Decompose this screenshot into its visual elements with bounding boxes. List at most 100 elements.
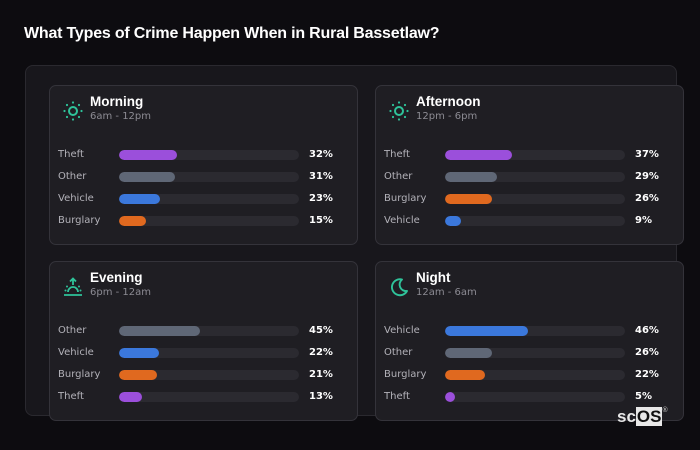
bar-fill [119, 150, 177, 160]
bar-percent: 15% [309, 215, 333, 226]
bar-label: Vehicle [58, 193, 94, 204]
bar-fill [119, 194, 161, 204]
bar-row-burglary: Burglary 21% [58, 368, 353, 382]
card-morning: Morning 6am - 12pm Theft 32% Other 31% Vehicle… [49, 85, 358, 245]
card-time-range: 6am - 12pm [90, 111, 152, 122]
bar-track [445, 172, 625, 182]
bar-label: Theft [384, 391, 410, 402]
bar-row-burglary: Burglary 26% [384, 192, 679, 206]
bar-fill [119, 348, 159, 358]
bar-track [445, 326, 625, 336]
bar-track [445, 392, 625, 402]
bar-label: Vehicle [384, 215, 420, 226]
bar-label: Other [58, 325, 87, 336]
bar-percent: 9% [635, 215, 652, 226]
bar-row-vehicle: Vehicle 46% [384, 324, 679, 338]
bar-fill [445, 194, 492, 204]
bar-row-burglary: Burglary 22% [384, 368, 679, 382]
bar-percent: 37% [635, 149, 659, 160]
moon-icon [388, 276, 410, 298]
bar-fill [445, 172, 498, 182]
card-title: Evening [90, 270, 143, 285]
bar-row-theft: Theft 13% [58, 390, 353, 404]
card-title: Morning [90, 94, 144, 109]
bar-track [119, 216, 299, 226]
bar-fill [119, 392, 143, 402]
logo-sc: sc [617, 407, 636, 426]
bar-track [119, 370, 299, 380]
bar-row-vehicle: Vehicle 22% [58, 346, 353, 360]
bar-row-burglary: Burglary 15% [58, 214, 353, 228]
bar-percent: 21% [309, 369, 333, 380]
bar-row-theft: Theft 32% [58, 148, 353, 162]
bar-percent: 23% [309, 193, 333, 204]
bar-row-other: Other 31% [58, 170, 353, 184]
bar-label: Theft [58, 391, 84, 402]
bar-label: Burglary [58, 215, 101, 226]
bar-fill [119, 216, 146, 226]
bar-percent: 31% [309, 171, 333, 182]
card-night: Night 12am - 6am Vehicle 46% Other 26% Burglar… [375, 261, 684, 421]
page-title: What Types of Crime Happen When in Rural… [24, 25, 440, 42]
card-evening: Evening 6pm - 12am Other 45% Vehicle 22% Burgl… [49, 261, 358, 421]
bar-row-other: Other 26% [384, 346, 679, 360]
bar-track [445, 370, 625, 380]
card-time-range: 12pm - 6pm [416, 111, 478, 122]
bar-label: Other [384, 171, 413, 182]
card-time-range: 6pm - 12am [90, 287, 152, 298]
bar-fill [445, 370, 485, 380]
bar-track [445, 194, 625, 204]
bar-track [119, 172, 299, 182]
card-time-range: 12am - 6am [416, 287, 477, 298]
bar-label: Vehicle [384, 325, 420, 336]
bar-fill [445, 216, 462, 226]
bar-fill [119, 370, 157, 380]
bar-label: Other [384, 347, 413, 358]
bar-percent: 29% [635, 171, 659, 182]
bar-track [119, 392, 299, 402]
bar-label: Other [58, 171, 87, 182]
bar-fill [119, 326, 200, 336]
bar-row-other: Other 45% [58, 324, 353, 338]
bar-track [445, 216, 625, 226]
bar-percent: 26% [635, 193, 659, 204]
bar-row-theft: Theft 5% [384, 390, 679, 404]
sun-icon [388, 100, 410, 122]
bar-track [119, 348, 299, 358]
bar-label: Vehicle [58, 347, 94, 358]
bar-fill [445, 326, 528, 336]
bar-track [445, 150, 625, 160]
card-afternoon: Afternoon 12pm - 6pm Theft 37% Other 29% Burgl… [375, 85, 684, 245]
bar-label: Burglary [384, 193, 427, 204]
sunset-icon [62, 276, 84, 298]
card-title: Afternoon [416, 94, 481, 109]
sun-icon [62, 100, 84, 122]
logo-registered-mark: ® [662, 407, 668, 414]
bar-track [119, 150, 299, 160]
bar-label: Theft [58, 149, 84, 160]
bar-track [119, 326, 299, 336]
bar-percent: 22% [309, 347, 333, 358]
bar-percent: 22% [635, 369, 659, 380]
bar-percent: 45% [309, 325, 333, 336]
bar-label: Burglary [384, 369, 427, 380]
bar-label: Burglary [58, 369, 101, 380]
bar-fill [445, 348, 492, 358]
bar-row-other: Other 29% [384, 170, 679, 184]
bar-percent: 32% [309, 149, 333, 160]
bar-label: Theft [384, 149, 410, 160]
bar-percent: 46% [635, 325, 659, 336]
card-title: Night [416, 270, 451, 285]
logo-os: OS [635, 407, 663, 426]
bar-fill [119, 172, 175, 182]
bar-row-theft: Theft 37% [384, 148, 679, 162]
bar-track [119, 194, 299, 204]
bar-row-vehicle: Vehicle 23% [58, 192, 353, 206]
bar-percent: 13% [309, 391, 333, 402]
bar-percent: 5% [635, 391, 652, 402]
scos-logo: scOS® [617, 407, 668, 427]
bar-row-vehicle: Vehicle 9% [384, 214, 679, 228]
bar-fill [445, 150, 512, 160]
bar-percent: 26% [635, 347, 659, 358]
bar-fill [445, 392, 455, 402]
